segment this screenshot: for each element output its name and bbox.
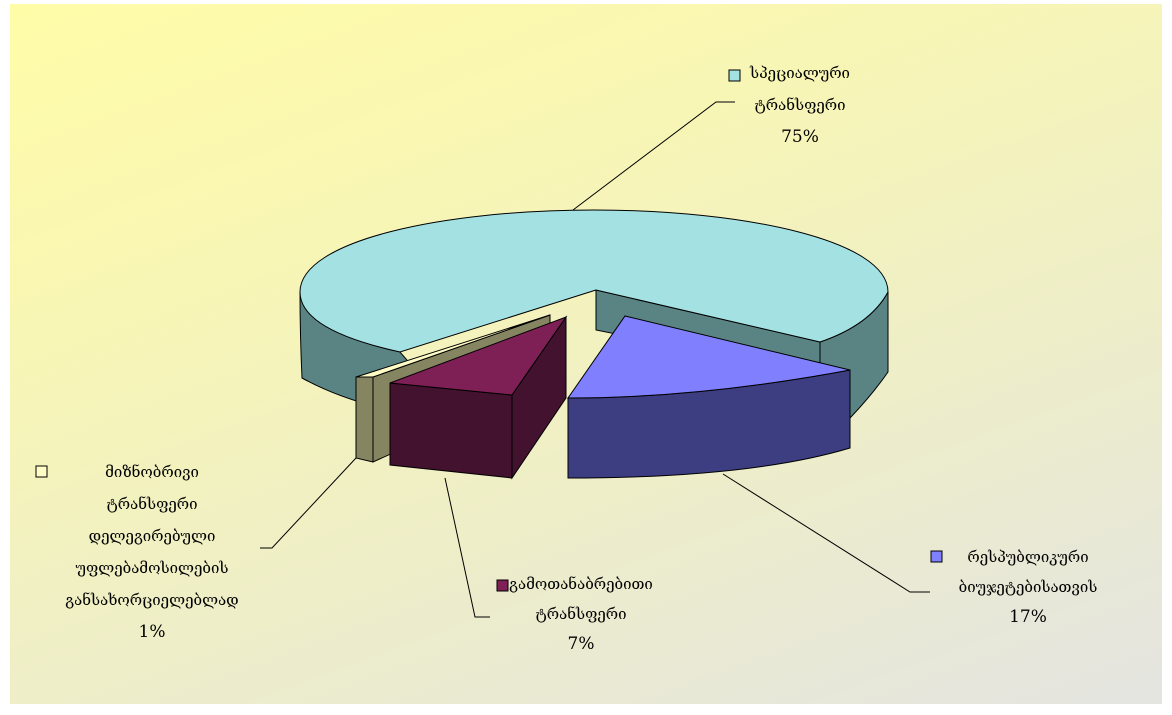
slice-value-2: 7%: [568, 634, 595, 654]
slice-label-2: ტრანსფერი: [536, 605, 627, 623]
slice-1-top: [567, 315, 851, 399]
slice-label-0: სპეციალური: [749, 64, 850, 82]
legend-swatch-0: [728, 69, 741, 82]
slice-value-3: 1%: [139, 622, 166, 642]
slice-label-3: დელეგირებული: [89, 527, 216, 545]
slice-label-3: უფლებამოსილების: [76, 559, 229, 577]
leader-line: [572, 101, 735, 211]
leader-line: [260, 457, 357, 549]
legend-swatch-3: [35, 465, 48, 478]
slice-label-3: მიზნობრივი: [105, 463, 199, 481]
slice-2-top: [389, 315, 568, 396]
slice-3-side: [355, 376, 374, 463]
legend-swatch-1: [930, 550, 943, 563]
legend-swatch-2: [496, 579, 509, 592]
slice-label-1: ბიუჯეტებისათვის: [959, 578, 1098, 596]
chart-area: სპეციალური ტრანსფერი 75% რესპუბლიკური ბიუჯეტ…: [10, 4, 1162, 704]
slice-label-3: განსახორციელებლად: [65, 591, 238, 609]
slice-label-3: ტრანსფერი: [107, 495, 198, 513]
slice-3-top: [355, 314, 551, 378]
slice-label-1: რესპუბლიკური: [967, 548, 1088, 566]
leader-line: [722, 473, 930, 593]
slice-2-side: [389, 382, 513, 479]
slice-0-top: [299, 209, 889, 353]
slice-value-1: 17%: [1009, 607, 1047, 627]
pie-chart: სპეციალური ტრანსფერი 75% რესპუბლიკური ბიუჯეტ…: [35, 64, 1098, 654]
leader-line: [444, 477, 490, 618]
slice-label-0: ტრანსფერი: [755, 96, 846, 114]
slice-value-0: 75%: [781, 127, 819, 147]
slice-label-2: გამოთანაბრებითი: [509, 575, 653, 593]
